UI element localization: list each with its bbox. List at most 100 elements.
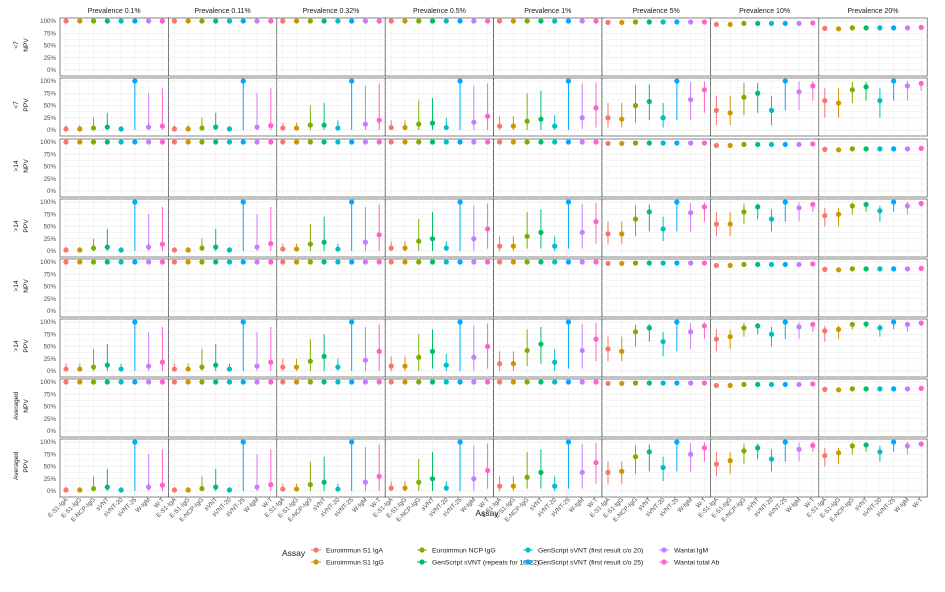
- y-tick-label: 50%: [44, 103, 57, 110]
- data-point: [768, 20, 775, 27]
- data-point: [457, 379, 463, 385]
- data-point: [362, 121, 369, 127]
- data-point: [497, 123, 503, 129]
- data-point: [727, 458, 733, 464]
- data-point: [280, 18, 286, 24]
- data-point: [146, 259, 152, 265]
- data-point: [688, 140, 694, 146]
- data-point: [713, 142, 720, 149]
- data-point: [457, 439, 463, 445]
- data-point: [835, 326, 842, 332]
- data-point: [755, 381, 761, 388]
- data-point: [402, 259, 408, 265]
- data-point: [552, 18, 558, 24]
- data-point: [552, 483, 558, 489]
- panel-bg: [493, 258, 603, 318]
- data-point: [782, 141, 788, 148]
- data-point: [159, 139, 165, 145]
- data-point: [891, 78, 897, 84]
- data-point: [443, 259, 449, 265]
- data-point: [741, 261, 747, 268]
- data-point: [254, 139, 260, 145]
- data-point: [132, 319, 138, 325]
- data-point: [674, 260, 680, 266]
- data-point: [376, 117, 382, 123]
- data-point: [619, 380, 625, 387]
- y-tick-label: 0%: [47, 188, 56, 195]
- data-point: [240, 439, 246, 445]
- data-point: [293, 139, 300, 145]
- data-point: [388, 139, 394, 145]
- data-point: [741, 325, 747, 331]
- panel-bg: [168, 77, 278, 137]
- legend-label: Wantai total Ab: [674, 560, 720, 567]
- data-point: [118, 126, 124, 132]
- data-point: [510, 259, 516, 265]
- data-point: [77, 126, 83, 132]
- data-point: [538, 469, 544, 475]
- data-point: [268, 482, 274, 488]
- data-point: [77, 366, 83, 372]
- data-point: [226, 487, 233, 493]
- data-point: [457, 18, 463, 24]
- panel-bg: [276, 17, 386, 77]
- row-day-label: >14: [13, 280, 20, 292]
- data-point: [713, 21, 720, 28]
- data-point: [565, 199, 572, 205]
- data-point: [77, 247, 83, 253]
- panel-bg: [59, 77, 169, 137]
- data-point: [362, 18, 369, 24]
- data-point: [646, 209, 652, 215]
- data-point: [660, 464, 666, 471]
- data-point: [810, 20, 816, 26]
- y-tick-label: 0%: [47, 67, 56, 74]
- data-point: [849, 443, 855, 449]
- panel-bg: [818, 378, 928, 438]
- data-point: [891, 439, 897, 445]
- data-point: [213, 379, 219, 385]
- panel-bg: [601, 138, 711, 198]
- data-point: [185, 126, 191, 132]
- y-tick-label: 50%: [44, 43, 57, 50]
- y-tick-label: 100%: [40, 379, 56, 386]
- data-point: [755, 204, 761, 210]
- data-point: [741, 94, 747, 100]
- data-point: [565, 319, 572, 325]
- data-point: [159, 482, 165, 488]
- data-point: [104, 124, 110, 130]
- data-point: [349, 259, 355, 265]
- data-point: [538, 379, 544, 385]
- row-day-label: Averaged: [13, 452, 20, 480]
- panel-bg: [818, 198, 928, 258]
- data-point: [632, 140, 639, 146]
- data-point: [688, 451, 694, 457]
- data-point: [904, 386, 911, 392]
- data-point: [918, 80, 924, 87]
- panel-bg: [59, 17, 169, 77]
- data-point: [307, 139, 313, 145]
- data-point: [268, 359, 274, 365]
- data-point: [416, 121, 422, 127]
- data-point: [782, 319, 788, 325]
- data-point: [565, 379, 572, 385]
- data-point: [877, 146, 883, 152]
- panel-bg: [818, 258, 928, 318]
- row-day-label: >14: [13, 340, 20, 352]
- data-point: [159, 123, 165, 129]
- data-point: [429, 348, 436, 354]
- data-point: [429, 18, 436, 24]
- panel-bg: [710, 77, 820, 137]
- data-point: [552, 259, 558, 265]
- data-point: [268, 241, 274, 247]
- panel-bg: [493, 138, 603, 198]
- data-point: [904, 146, 911, 152]
- data-point: [118, 18, 124, 24]
- data-point: [307, 18, 313, 24]
- row-metric-label: PPV: [23, 459, 30, 473]
- data-point: [646, 140, 652, 146]
- y-tick-label: 50%: [44, 164, 57, 171]
- data-point: [619, 348, 625, 354]
- data-point: [701, 204, 708, 210]
- data-point: [199, 259, 205, 265]
